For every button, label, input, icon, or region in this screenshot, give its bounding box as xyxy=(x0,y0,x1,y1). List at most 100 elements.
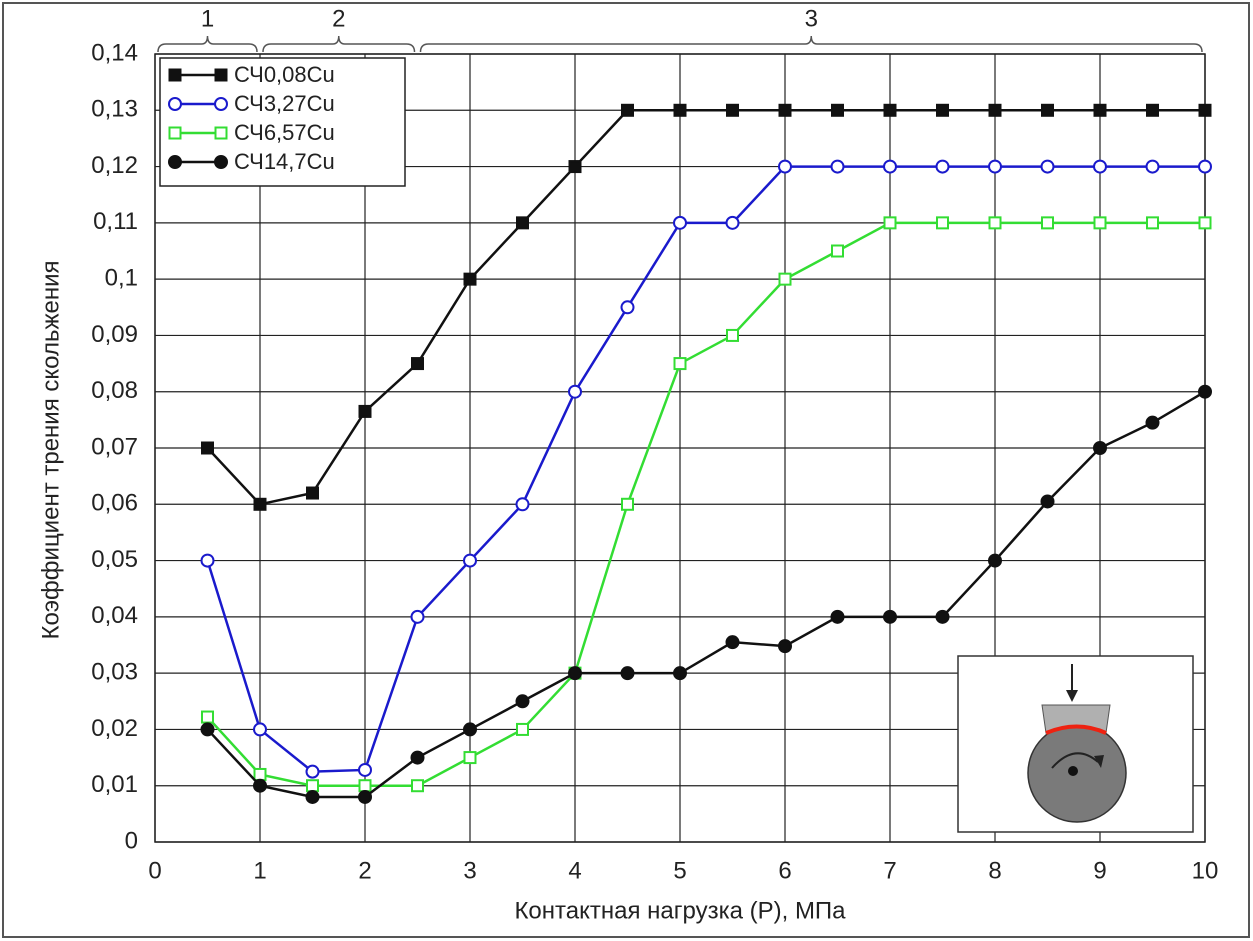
legend-marker xyxy=(214,155,228,169)
marker xyxy=(358,404,372,418)
marker xyxy=(673,215,687,230)
marker xyxy=(621,103,634,117)
marker xyxy=(725,635,740,650)
marker xyxy=(201,441,214,455)
marker xyxy=(1146,103,1159,117)
series-line xyxy=(206,165,1205,773)
inset xyxy=(957,655,1194,833)
marker xyxy=(358,779,372,793)
y-tick-label: 0,13 xyxy=(91,96,138,123)
legend-marker xyxy=(214,126,228,140)
region-brace xyxy=(262,35,416,53)
marker xyxy=(988,103,1002,117)
force-arrowhead xyxy=(1066,690,1078,702)
legend-marker xyxy=(168,126,182,140)
legend-marker xyxy=(214,68,228,82)
marker xyxy=(463,553,477,568)
legend-marker xyxy=(214,97,228,111)
x-tick-label: 5 xyxy=(673,857,686,884)
marker xyxy=(778,103,792,117)
marker xyxy=(358,789,372,804)
marker xyxy=(568,666,582,681)
marker xyxy=(1040,159,1055,174)
y-axis-title: Коэффициент трения скольжения xyxy=(37,260,64,639)
marker xyxy=(673,666,687,681)
axle xyxy=(1068,766,1078,776)
data xyxy=(200,103,1212,804)
marker xyxy=(1198,103,1212,117)
marker xyxy=(726,328,739,342)
x-tick-label: 6 xyxy=(778,857,791,884)
rotation-arrowhead xyxy=(1094,755,1104,768)
legend-marker xyxy=(168,155,182,169)
y-tick-label: 0,1 xyxy=(105,264,138,291)
x-tick-label: 7 xyxy=(883,857,896,884)
marker xyxy=(410,609,425,624)
marker xyxy=(831,103,844,117)
marker xyxy=(306,779,319,793)
marker xyxy=(1198,216,1212,230)
marker xyxy=(411,779,424,793)
legend-label: СЧ14,7Cu xyxy=(234,149,335,174)
marker xyxy=(620,300,635,315)
grid: 0 0,01 0,02 0,03 0,04 0,05 0,06 0,07 0,08 0,09 0,1… xyxy=(91,5,1218,884)
marker xyxy=(936,103,949,117)
marker xyxy=(253,778,267,793)
marker xyxy=(463,722,477,737)
marker xyxy=(1198,384,1212,399)
marker xyxy=(726,103,739,117)
y-tick-label: 0,04 xyxy=(91,602,138,629)
series-line xyxy=(206,221,1205,787)
legend-box xyxy=(159,57,406,187)
marker xyxy=(253,722,267,737)
region-label: 2 xyxy=(332,5,345,32)
marker xyxy=(568,160,582,174)
x-tick-label: 0 xyxy=(148,857,161,884)
series-line xyxy=(206,390,1206,799)
region-label: 1 xyxy=(201,5,214,32)
legend-label: СЧ3,27Cu xyxy=(234,91,335,116)
marker xyxy=(200,553,215,568)
marker xyxy=(1145,159,1160,174)
y-tick-label: 0,09 xyxy=(91,321,138,348)
marker xyxy=(778,639,792,654)
marker xyxy=(200,722,215,737)
marker xyxy=(883,159,897,174)
marker xyxy=(463,272,477,286)
y-tick-label: 0,11 xyxy=(93,208,138,235)
marker xyxy=(883,609,897,624)
marker xyxy=(935,159,950,174)
y-tick-label: 0,05 xyxy=(91,546,138,573)
marker xyxy=(1093,159,1107,174)
region-brace xyxy=(157,35,258,53)
legend-marker xyxy=(168,68,182,82)
marker xyxy=(516,216,529,230)
marker xyxy=(305,789,320,804)
contact xyxy=(1045,724,1107,735)
x-tick-label: 8 xyxy=(988,857,1001,884)
marker xyxy=(1145,415,1160,430)
region-label: 3 xyxy=(805,5,818,32)
x-tick-label: 2 xyxy=(358,857,371,884)
y-tick-label: 0,06 xyxy=(91,490,138,517)
region-brace xyxy=(419,35,1203,53)
x-axis-title: Контактная нагрузка (Р), МПа xyxy=(514,897,846,924)
y-tick-label: 0,02 xyxy=(91,715,138,742)
y-tick-label: 0,07 xyxy=(91,433,138,460)
y-tick-label: 0,03 xyxy=(91,658,138,685)
marker xyxy=(1093,441,1107,455)
legend-label: СЧ6,57Cu xyxy=(234,120,335,145)
y-tick-label: 0,08 xyxy=(91,377,138,404)
marker xyxy=(1041,103,1054,117)
marker xyxy=(201,710,214,724)
marker xyxy=(1093,216,1107,230)
marker xyxy=(831,244,844,258)
marker xyxy=(1041,216,1054,230)
y-tick-label: 0 xyxy=(125,827,138,854)
marker xyxy=(253,767,267,781)
marker xyxy=(988,553,1002,568)
y-tick-label: 0,12 xyxy=(91,152,138,179)
legend-marker xyxy=(168,97,182,111)
x-tick-label: 9 xyxy=(1093,857,1106,884)
marker xyxy=(830,159,845,174)
